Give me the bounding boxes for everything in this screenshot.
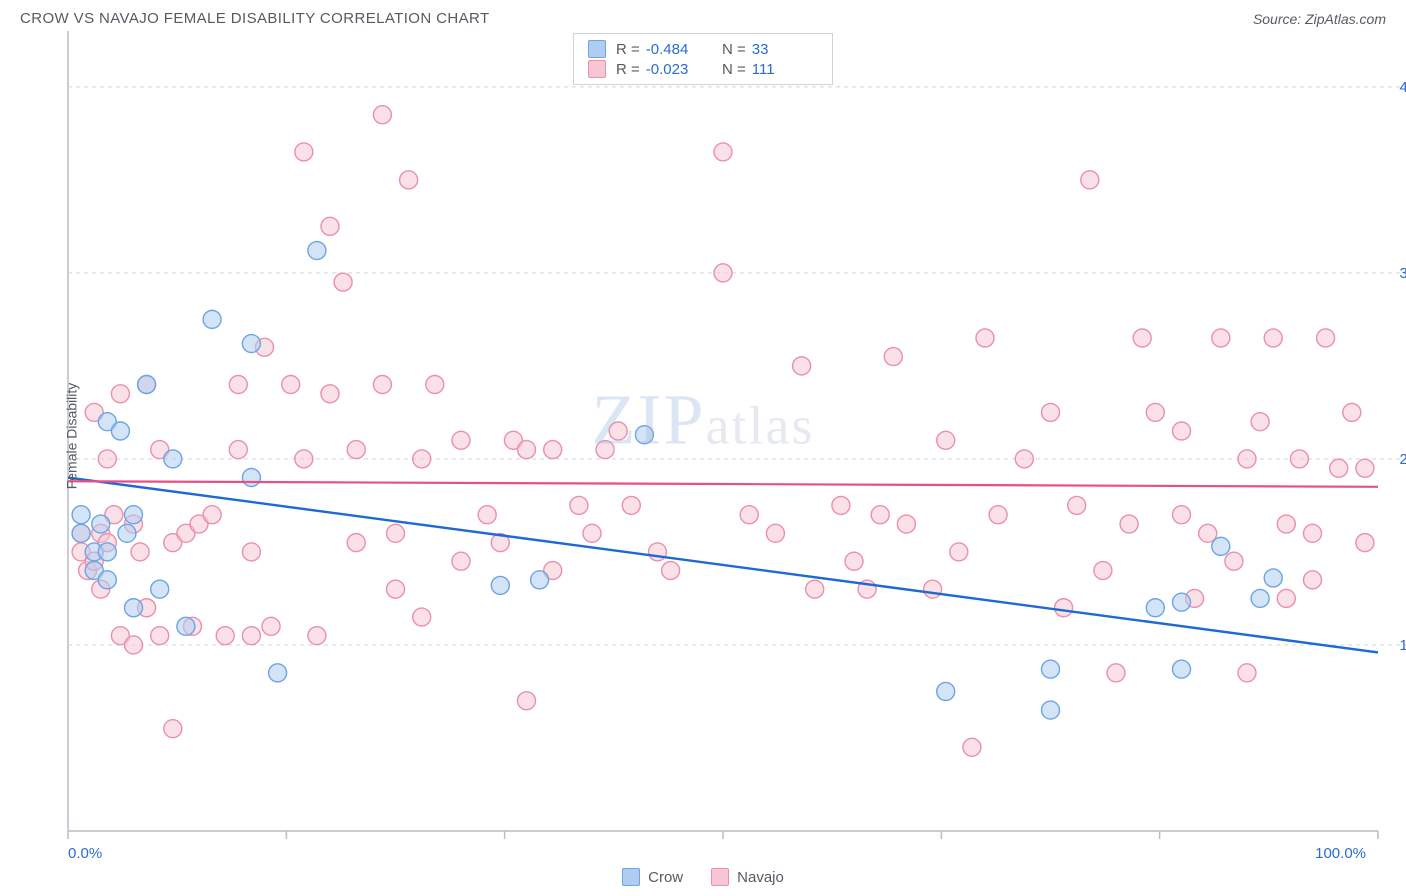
legend-swatch-navajo [588,60,606,78]
svg-text:30.0%: 30.0% [1399,265,1406,282]
r-value-crow: R =-0.484 [616,41,712,58]
legend-item-crow: Crow [622,868,683,886]
correlation-row-crow: R =-0.484 N =33 [588,40,818,58]
svg-text:20.0%: 20.0% [1399,451,1406,468]
correlation-legend: R =-0.484 N =33 R =-0.023 N =111 [573,33,833,85]
source-label: Source: ZipAtlas.com [1253,11,1386,27]
legend-label-crow: Crow [648,869,683,886]
legend-swatch-crow [588,40,606,58]
legend-swatch-navajo [711,868,729,886]
n-value-navajo: N =111 [722,61,818,78]
legend-swatch-crow [622,868,640,886]
x-tick-first: 0.0% [68,845,102,862]
x-tick-last: 100.0% [1315,845,1366,862]
x-axis-labels: 0.0% 100.0% [20,845,1386,862]
correlation-row-navajo: R =-0.023 N =111 [588,60,818,78]
legend-item-navajo: Navajo [711,868,784,886]
svg-text:40.0%: 40.0% [1399,79,1406,96]
svg-text:10.0%: 10.0% [1399,637,1406,654]
legend-label-navajo: Navajo [737,869,784,886]
chart-container: Female Disability 10.0%20.0%30.0%40.0% Z… [20,31,1386,841]
series-legend: Crow Navajo [20,868,1386,886]
chart-title: CROW VS NAVAJO FEMALE DISABILITY CORRELA… [20,10,490,27]
y-axis-label: Female Disability [63,383,79,490]
n-value-crow: N =33 [722,41,818,58]
scatter-plot: 10.0% 20.0% 30.0% 40.0% [20,31,1406,841]
r-value-navajo: R =-0.023 [616,61,712,78]
